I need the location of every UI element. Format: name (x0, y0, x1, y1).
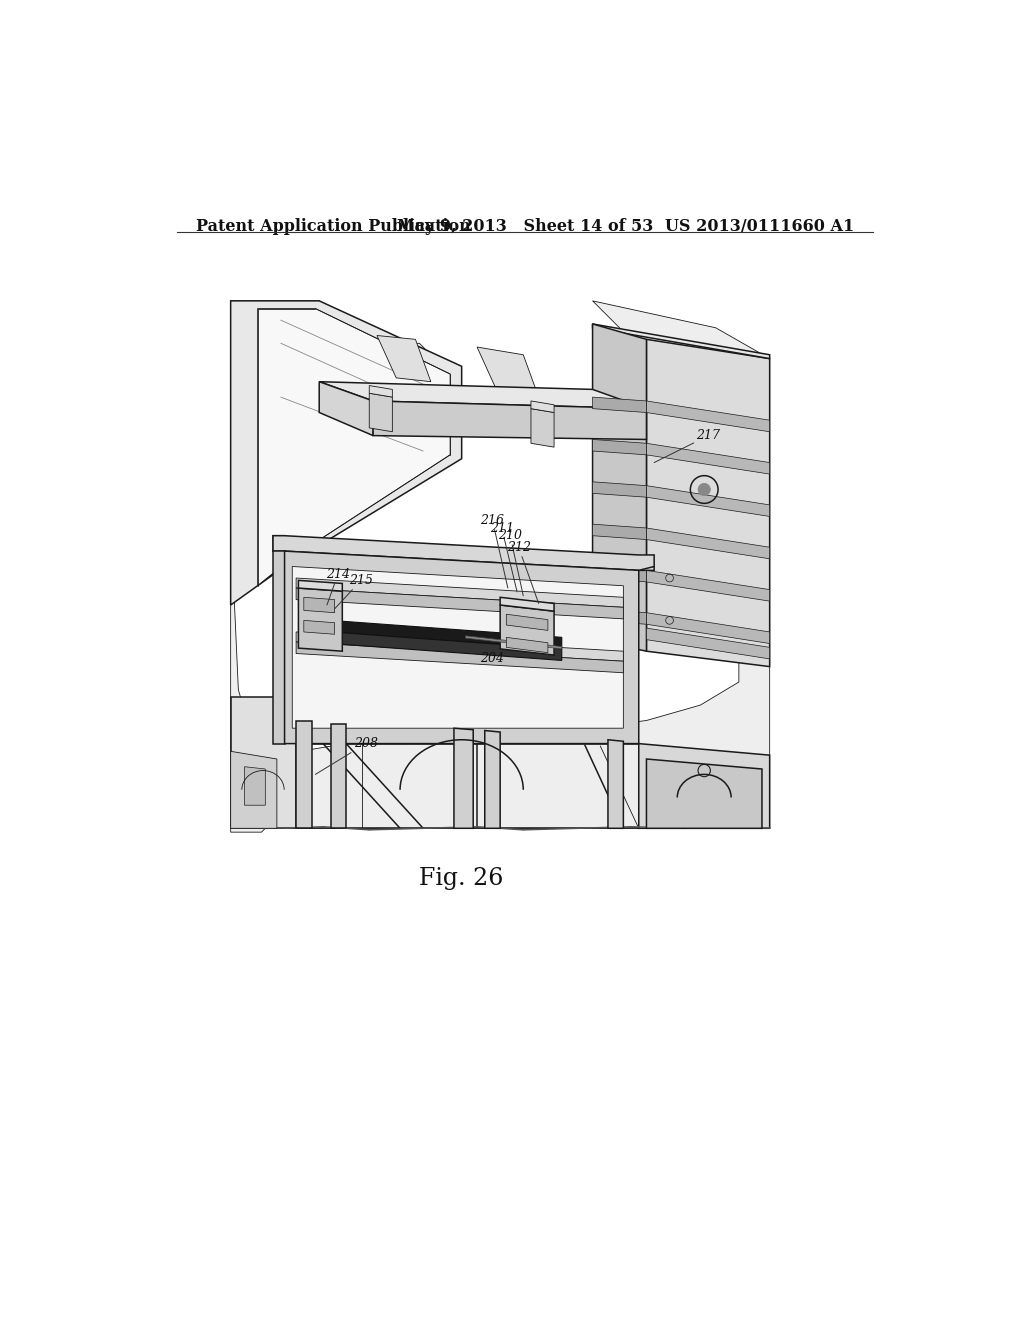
Polygon shape (500, 598, 554, 611)
Polygon shape (466, 636, 562, 649)
Polygon shape (292, 566, 624, 729)
Polygon shape (319, 381, 646, 409)
Polygon shape (377, 335, 431, 381)
Text: Patent Application Publication: Patent Application Publication (196, 218, 471, 235)
Polygon shape (273, 536, 654, 570)
Polygon shape (531, 409, 554, 447)
Polygon shape (370, 393, 392, 432)
Text: 210: 210 (498, 529, 523, 595)
Polygon shape (230, 301, 462, 605)
Polygon shape (258, 309, 451, 586)
Text: 212: 212 (507, 541, 539, 603)
Polygon shape (304, 620, 335, 635)
Polygon shape (230, 751, 276, 829)
Polygon shape (646, 486, 770, 516)
Polygon shape (230, 301, 427, 832)
Polygon shape (477, 347, 539, 397)
Polygon shape (593, 323, 646, 651)
Polygon shape (639, 743, 770, 829)
Polygon shape (265, 301, 770, 829)
Text: 204: 204 (469, 649, 505, 665)
Polygon shape (593, 482, 646, 498)
Polygon shape (373, 401, 646, 440)
Polygon shape (484, 730, 500, 829)
Polygon shape (454, 729, 473, 829)
Text: Fig. 26: Fig. 26 (420, 867, 504, 890)
Text: US 2013/0111660 A1: US 2013/0111660 A1 (666, 218, 854, 235)
Polygon shape (608, 739, 624, 829)
Polygon shape (506, 614, 548, 631)
Circle shape (698, 483, 711, 495)
Polygon shape (593, 524, 646, 540)
Text: 217: 217 (654, 429, 721, 462)
Polygon shape (331, 725, 346, 829)
Text: 211: 211 (489, 521, 517, 591)
Polygon shape (646, 401, 770, 432)
Polygon shape (296, 642, 624, 673)
Polygon shape (331, 620, 562, 649)
Polygon shape (593, 323, 770, 359)
Polygon shape (531, 401, 554, 412)
Polygon shape (646, 570, 770, 601)
Polygon shape (370, 385, 392, 397)
Polygon shape (296, 632, 624, 661)
Polygon shape (646, 628, 770, 659)
Polygon shape (331, 632, 562, 660)
Polygon shape (593, 440, 646, 455)
Polygon shape (298, 581, 342, 591)
Text: 214: 214 (326, 568, 350, 605)
Polygon shape (285, 552, 639, 743)
Polygon shape (593, 566, 646, 582)
Polygon shape (298, 589, 342, 651)
Polygon shape (646, 612, 770, 644)
Polygon shape (273, 552, 285, 743)
Polygon shape (273, 536, 654, 570)
Polygon shape (230, 697, 296, 829)
Polygon shape (245, 767, 265, 805)
Polygon shape (646, 444, 770, 474)
Polygon shape (593, 609, 646, 624)
Polygon shape (646, 759, 762, 829)
Polygon shape (646, 339, 770, 667)
Text: 216: 216 (480, 513, 508, 589)
Polygon shape (500, 605, 554, 655)
Polygon shape (296, 578, 624, 607)
Polygon shape (304, 598, 335, 612)
Polygon shape (296, 721, 311, 829)
Polygon shape (506, 638, 548, 653)
Polygon shape (296, 589, 624, 619)
Text: 215: 215 (335, 574, 373, 609)
Polygon shape (646, 528, 770, 558)
Text: 208: 208 (315, 737, 378, 775)
Polygon shape (319, 381, 373, 436)
Text: May 9, 2013   Sheet 14 of 53: May 9, 2013 Sheet 14 of 53 (396, 218, 653, 235)
Polygon shape (593, 397, 646, 412)
